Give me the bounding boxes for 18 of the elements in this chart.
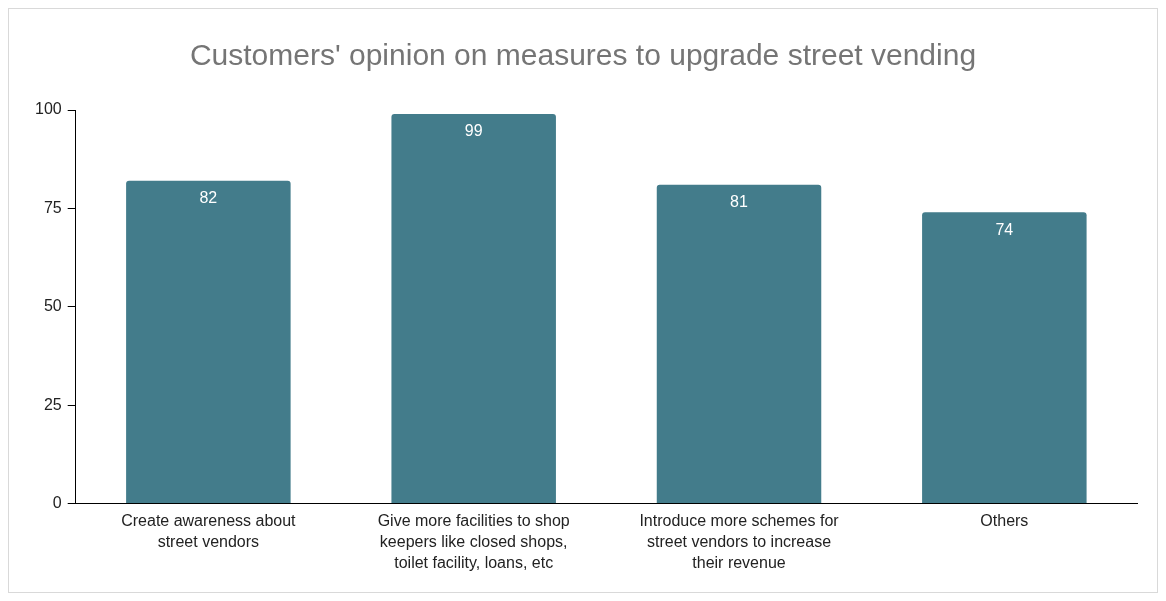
x-tick-label: Create awareness about street vendors — [121, 512, 297, 551]
bar — [922, 212, 1087, 504]
y-tick-label: 0 — [52, 494, 62, 512]
bar — [656, 184, 822, 504]
data-label: 74 — [995, 220, 1014, 238]
y-tick-label: 75 — [43, 198, 62, 216]
chart-title: Customers' opinion on measures to upgrade street vending — [189, 38, 977, 72]
x-tick-label: Introduce more schemes for street vendors to increase their revenue — [639, 512, 840, 572]
bar — [126, 180, 291, 504]
x-tick-label: Give more facilities to shop keepers like closed shops, toilet facility, loans, etc — [377, 512, 570, 572]
data-label: 82 — [199, 189, 218, 207]
y-tick-label: 50 — [43, 297, 62, 315]
data-label: 99 — [464, 122, 483, 140]
data-label: 81 — [730, 193, 749, 211]
y-tick-label: 25 — [43, 395, 62, 413]
y-tick-label: 100 — [34, 100, 62, 118]
x-tick-label: Others — [980, 512, 1029, 530]
bar — [391, 113, 556, 504]
